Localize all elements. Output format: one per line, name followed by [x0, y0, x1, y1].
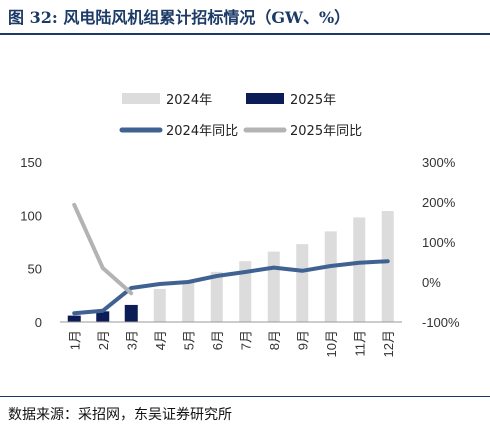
- legend-swatch-2024年: [122, 93, 160, 104]
- bar-2024年-8月: [267, 251, 280, 322]
- left-axis-ticks: 0 50 100 150: [20, 155, 42, 330]
- bar-2024年-12月: [381, 211, 394, 322]
- x-axis-ticks: 1月 2月 3月 4月 5月 6月 7月 8月 9月 10月 11月 12月: [67, 330, 396, 357]
- title-divider: [0, 33, 490, 35]
- line-2024年同比: [72, 259, 390, 316]
- x-tick-4月: 4月: [153, 330, 168, 350]
- right-tick-200%: 200%: [422, 195, 456, 210]
- x-tick-7月: 7月: [238, 330, 253, 350]
- legend-label-2024年: 2024年: [166, 93, 212, 108]
- source-note: 数据来源：采招网，东吴证券研究所: [8, 407, 232, 423]
- x-tick-3月: 3月: [124, 330, 139, 350]
- left-tick-100: 100: [20, 208, 42, 223]
- bar-2024年-11月: [353, 217, 366, 322]
- x-tick-9月: 9月: [295, 330, 310, 350]
- chart-title: 图 32: 风电陆风机组累计招标情况（GW、%）: [8, 8, 351, 27]
- left-tick-0: 0: [35, 315, 42, 330]
- legend-swatch-2025年: [246, 93, 284, 104]
- bar-series: [67, 211, 394, 322]
- x-tick-11月: 11月: [352, 330, 367, 357]
- x-tick-8月: 8月: [267, 330, 282, 350]
- right-axis-ticks: -100% 0% 100% 200% 300%: [422, 155, 460, 330]
- bar-2024年-5月: [182, 282, 195, 322]
- x-tick-2月: 2月: [96, 330, 111, 350]
- bar-2025年-1月: [67, 315, 81, 322]
- legend-label-2025年: 2025年: [290, 93, 336, 108]
- legend-label-2024年同比: 2024年同比: [166, 124, 238, 139]
- source-divider: [0, 396, 490, 397]
- x-tick-6月: 6月: [210, 330, 225, 350]
- bar-2024年-4月: [153, 288, 166, 322]
- right-tick--100%: -100%: [422, 315, 460, 330]
- bar-2024年-10月: [324, 231, 337, 322]
- x-tick-5月: 5月: [181, 330, 196, 350]
- right-tick-0%: 0%: [422, 275, 441, 290]
- chart-area: 2024年 2025年 2024年同比 2025年同比 0 50 100 150 -100%…: [20, 93, 460, 357]
- bar-2025年-2月: [96, 311, 110, 322]
- line-series: [72, 202, 390, 316]
- left-tick-150: 150: [20, 155, 42, 170]
- bar-2025年-3月: [124, 304, 138, 322]
- bar-2024年-9月: [296, 244, 309, 322]
- x-tick-10月: 10月: [324, 330, 339, 357]
- left-tick-50: 50: [28, 262, 42, 277]
- bar-2024年-6月: [210, 271, 223, 322]
- chart-legend: 2024年 2025年 2024年同比 2025年同比: [119, 93, 362, 139]
- legend-label-2025年同比: 2025年同比: [290, 124, 362, 139]
- bar-2024年-7月: [239, 261, 252, 322]
- x-tick-1月: 1月: [67, 330, 82, 350]
- line-2025年同比: [72, 202, 134, 296]
- right-tick-300%: 300%: [422, 155, 456, 170]
- x-tick-12月: 12月: [381, 330, 396, 357]
- right-tick-100%: 100%: [422, 235, 456, 250]
